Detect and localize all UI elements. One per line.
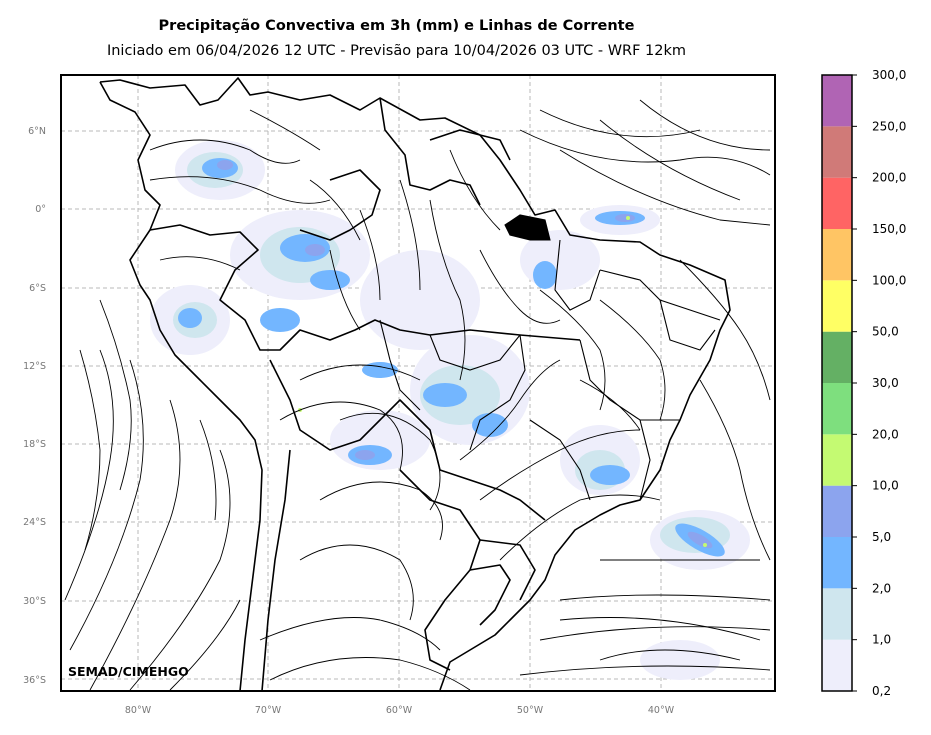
colorbar-segment — [822, 75, 852, 127]
colorbar-segment — [822, 383, 852, 435]
lon-label-60w: 60°W — [386, 705, 413, 716]
colorbar-label: 250,0 — [872, 119, 906, 133]
lat-label-24s: 24°S — [23, 517, 46, 528]
map-frame — [60, 74, 776, 692]
colorbar-segment — [822, 434, 852, 486]
colorbar-label: 100,0 — [872, 273, 906, 287]
colorbar-segment — [822, 229, 852, 281]
colorbar-segment — [822, 280, 852, 332]
lat-label-36s: 36°S — [23, 675, 46, 686]
colorbar-label: 200,0 — [872, 171, 906, 185]
map-area: SEMAD/CIMEHGO — [61, 75, 775, 691]
lon-label-50w: 50°W — [517, 705, 544, 716]
lat-label-18s: 18°S — [23, 439, 46, 450]
lat-label-30s: 30°S — [23, 596, 46, 607]
map-title: Precipitação Convectiva em 3h (mm) e Lin… — [158, 18, 635, 34]
colorbar-label: 300,0 — [872, 68, 906, 82]
lat-label-6n: 6°N — [28, 126, 46, 137]
colorbar-label: 10,0 — [872, 479, 899, 493]
latitude-labels: 6°N 0° 6°S 12°S 18°S 24°S 30°S 36°S — [23, 126, 46, 686]
longitude-labels: 80°W 70°W 60°W 50°W 40°W — [125, 705, 675, 716]
lat-label-6s: 6°S — [29, 283, 46, 294]
lat-label-0: 0° — [35, 204, 46, 215]
state-borders — [379, 214, 721, 501]
colorbar-label: 1,0 — [872, 633, 891, 647]
colorbar-label: 150,0 — [872, 222, 906, 236]
colorbar-label: 20,0 — [872, 427, 899, 441]
lat-label-12s: 12°S — [23, 361, 46, 372]
lon-label-40w: 40°W — [648, 705, 675, 716]
lon-label-80w: 80°W — [125, 705, 152, 716]
colorbar: 0,2 1,0 2,0 5,0 10,0 20,0 30,0 50,0 100,0 150,0 20… — [821, 68, 906, 698]
country-borders — [99, 77, 731, 691]
colorbar-segment — [822, 126, 852, 178]
colorbar-label: 50,0 — [872, 325, 899, 339]
lon-label-70w: 70°W — [255, 705, 282, 716]
colorbar-label: 5,0 — [872, 530, 891, 544]
colorbar-label: 30,0 — [872, 376, 899, 390]
colorbar-segment — [822, 485, 852, 537]
colorbar-label: 2,0 — [872, 581, 891, 595]
credit-label: SEMAD/CIMEHGO — [68, 664, 189, 679]
colorbar-segment — [822, 639, 852, 691]
colorbar-segment — [822, 537, 852, 589]
precipitation-field — [150, 140, 750, 680]
colorbar-segment — [822, 331, 852, 383]
colorbar-label: 0,2 — [872, 684, 891, 698]
map-subtitle: Iniciado em 06/04/2026 12 UTC - Previsão… — [106, 43, 687, 59]
streamlines — [64, 99, 771, 691]
colorbar-segment — [822, 588, 852, 640]
colorbar-segment — [822, 177, 852, 229]
